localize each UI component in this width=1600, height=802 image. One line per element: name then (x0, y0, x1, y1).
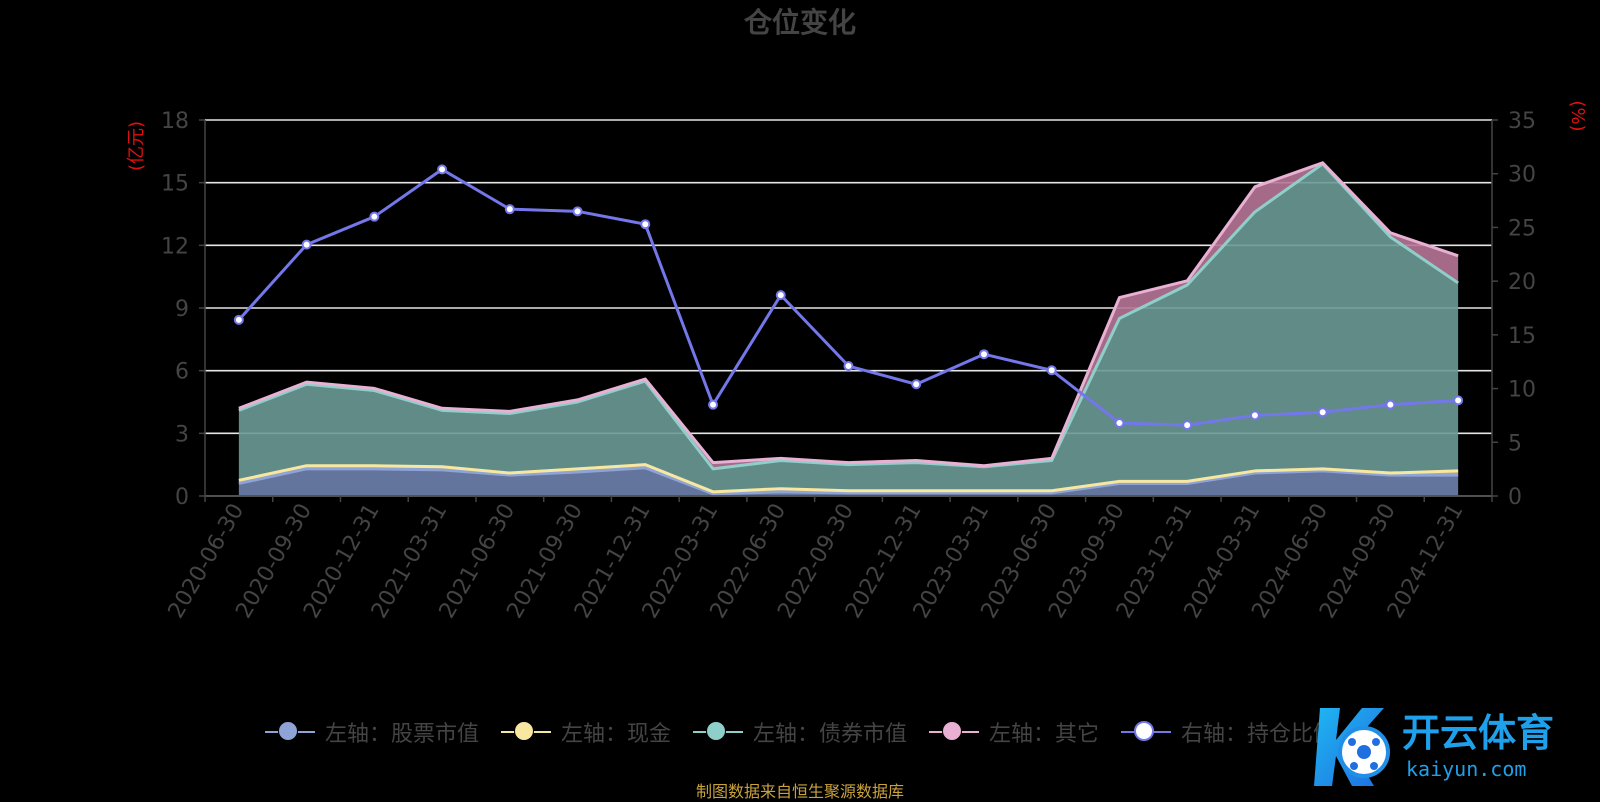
legend-label: 左轴：股票市值 (324, 722, 479, 747)
area-bond (238, 163, 1459, 492)
legend-label: 左轴：其它 (989, 722, 1100, 747)
legend-label: 左轴：债券市值 (752, 722, 907, 747)
right-tick-label: 25 (1508, 216, 1536, 241)
right-axis-unit-label: (%) (1567, 100, 1588, 131)
ratio-point (1453, 395, 1464, 406)
ratio-line-series (233, 164, 1464, 431)
left-axis-unit-label: (亿元) (126, 121, 147, 171)
ratio-point (708, 399, 719, 410)
watermark-logo: 开云体育 kaiyun.com (1314, 708, 1554, 786)
legend-marker-icon (1121, 720, 1172, 744)
ratio-point (233, 314, 244, 325)
watermark-text: 开云体育 (1402, 711, 1554, 755)
line-cash (238, 463, 1459, 494)
left-tick-label: 6 (175, 360, 189, 385)
ratio-point (640, 219, 651, 230)
left-tick-label: 3 (175, 422, 189, 447)
ratio-point (437, 164, 448, 175)
right-tick-label: 35 (1508, 109, 1536, 134)
legend-marker-icon (929, 720, 979, 744)
ratio-point (504, 204, 515, 215)
right-tick-label: 15 (1508, 324, 1536, 349)
ratio-point (1385, 399, 1396, 410)
left-tick-label: 9 (175, 297, 189, 322)
legend-marker-icon (500, 720, 551, 744)
legend-marker-icon (264, 720, 315, 744)
line-bond (238, 162, 1459, 471)
ratio-point (911, 379, 922, 390)
left-tick-label: 12 (161, 234, 189, 259)
chart-title: 仓位变化 (744, 6, 856, 39)
ratio-point (978, 349, 989, 360)
watermark-url: kaiyun.com (1406, 757, 1526, 781)
line-other (238, 161, 1459, 468)
right-tick-label: 5 (1508, 431, 1522, 456)
right-tick-label: 0 (1508, 485, 1522, 510)
ratio-point (1114, 417, 1125, 428)
ratio-point (775, 290, 786, 301)
legend-label: 左轴：现金 (560, 722, 671, 747)
right-tick-label: 20 (1508, 270, 1536, 295)
stacked-areas (238, 161, 1459, 496)
legend-item[interactable]: 左轴：现金 (500, 716, 671, 748)
left-tick-label: 18 (161, 109, 189, 134)
legend: 左轴：股票市值 左轴：现金 左轴：债券市值 左轴：其它 右轴：持仓比例 (0, 712, 1600, 752)
right-tick-label: 10 (1508, 378, 1536, 403)
legend-item[interactable]: 左轴：其它 (929, 716, 1099, 748)
legend-item[interactable]: 左轴：股票市值 (264, 716, 479, 748)
right-tick-label: 30 (1508, 163, 1536, 188)
source-note: 制图数据来自恒生聚源数据库 (695, 782, 904, 801)
ratio-point (572, 206, 583, 217)
legend-label: 右轴：持仓比例 (1181, 722, 1336, 747)
left-tick-label: 0 (175, 485, 189, 510)
legend-item[interactable]: 右轴：持仓比例 (1121, 716, 1335, 748)
ratio-point (1317, 407, 1328, 418)
ratio-point (369, 211, 380, 222)
legend-item[interactable]: 左轴：债券市值 (692, 716, 907, 748)
ratio-point (1182, 420, 1193, 431)
ratio-point (301, 239, 312, 250)
ratio-point (1046, 365, 1057, 376)
left-tick-label: 15 (161, 172, 189, 197)
legend-marker-icon (692, 720, 743, 744)
ratio-point (1249, 410, 1260, 421)
ratio-point (843, 361, 854, 372)
line-stock (238, 466, 1459, 496)
